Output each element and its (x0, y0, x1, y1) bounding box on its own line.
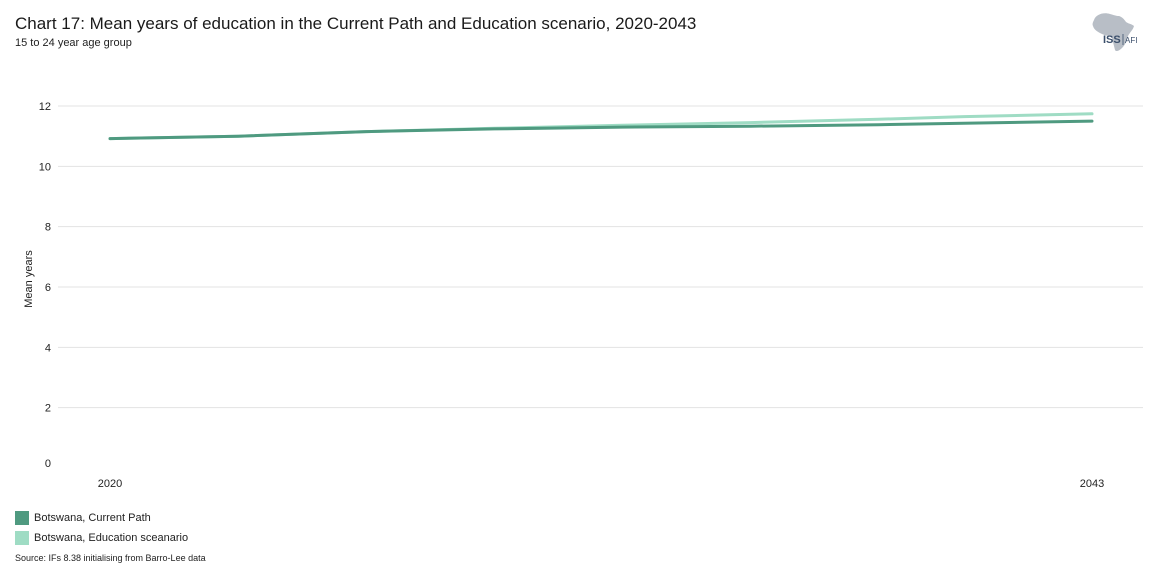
logo-text-sub: AFI (1125, 36, 1137, 45)
grid-lines (58, 105, 1143, 409)
x-tick-label: 2043 (1080, 478, 1104, 490)
africa-map-icon (1092, 13, 1134, 52)
x-axis-ticks: 2020 2043 (98, 478, 1104, 490)
legend-label: Botswana, Current Path (34, 512, 151, 524)
legend-item: Botswana, Education sceanario (15, 528, 188, 548)
y-axis-label: Mean years (23, 250, 35, 308)
chart-legend: Botswana, Current Path Botswana, Educatio… (15, 508, 188, 548)
y-tick-label: 8 (45, 222, 51, 234)
legend-label: Botswana, Education sceanario (34, 532, 189, 544)
legend-item: Botswana, Current Path (15, 508, 188, 528)
legend-swatch (15, 511, 29, 525)
y-tick-label: 0 (45, 458, 51, 470)
y-tick-label: 12 (39, 101, 51, 113)
series-line-0 (108, 119, 1094, 141)
y-tick-label: 6 (45, 282, 51, 294)
y-axis-ticks: 0 2 4 6 8 10 12 (39, 101, 51, 470)
iss-afi-logo: ISS AFI (1092, 13, 1137, 52)
chart-title: Chart 17: Mean years of education in the… (15, 14, 697, 33)
x-tick-label: 2020 (98, 478, 122, 490)
chart-subtitle: 15 to 24 year age group (15, 37, 132, 49)
logo-text-main: ISS (1103, 34, 1121, 46)
y-tick-label: 4 (45, 342, 51, 354)
y-tick-label: 2 (45, 403, 51, 415)
series-lines (108, 112, 1094, 141)
y-tick-label: 10 (39, 161, 51, 173)
legend-swatch (15, 531, 29, 545)
source-note: Source: IFs 8.38 initialising from Barro… (15, 553, 206, 563)
